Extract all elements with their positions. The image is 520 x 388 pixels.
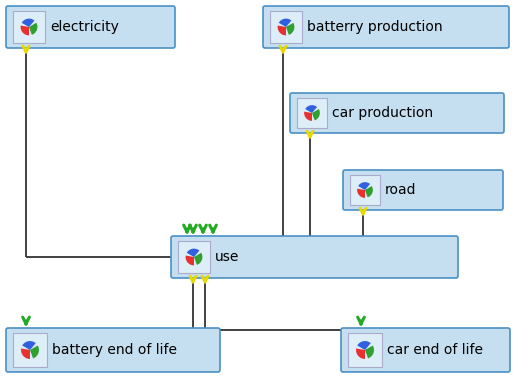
FancyBboxPatch shape	[6, 6, 175, 48]
Wedge shape	[186, 256, 194, 265]
FancyBboxPatch shape	[341, 328, 510, 372]
Wedge shape	[21, 348, 30, 359]
Text: car production: car production	[332, 106, 433, 120]
Wedge shape	[304, 112, 312, 121]
FancyBboxPatch shape	[297, 98, 327, 128]
Wedge shape	[279, 19, 291, 27]
Wedge shape	[365, 186, 373, 197]
Wedge shape	[21, 26, 29, 35]
Text: road: road	[385, 183, 417, 197]
Wedge shape	[278, 26, 286, 35]
Wedge shape	[22, 19, 34, 27]
Wedge shape	[357, 189, 365, 198]
Wedge shape	[187, 249, 199, 257]
FancyBboxPatch shape	[13, 11, 45, 43]
FancyBboxPatch shape	[6, 328, 220, 372]
Wedge shape	[29, 23, 37, 35]
Wedge shape	[286, 23, 294, 35]
FancyBboxPatch shape	[290, 93, 504, 133]
Wedge shape	[305, 105, 317, 113]
FancyBboxPatch shape	[178, 241, 210, 273]
Text: car end of life: car end of life	[387, 343, 483, 357]
FancyBboxPatch shape	[263, 6, 509, 48]
Wedge shape	[312, 109, 320, 120]
FancyBboxPatch shape	[171, 236, 458, 278]
Wedge shape	[358, 182, 370, 190]
Wedge shape	[30, 346, 39, 359]
FancyBboxPatch shape	[350, 175, 380, 205]
Text: electricity: electricity	[50, 20, 119, 34]
Wedge shape	[356, 348, 365, 359]
Wedge shape	[194, 253, 202, 265]
Wedge shape	[365, 346, 374, 359]
Text: batterry production: batterry production	[307, 20, 443, 34]
Text: use: use	[215, 250, 239, 264]
Text: battery end of life: battery end of life	[52, 343, 177, 357]
FancyBboxPatch shape	[343, 170, 503, 210]
Wedge shape	[22, 341, 36, 350]
FancyBboxPatch shape	[13, 333, 47, 367]
FancyBboxPatch shape	[270, 11, 302, 43]
FancyBboxPatch shape	[348, 333, 382, 367]
Wedge shape	[357, 341, 371, 350]
